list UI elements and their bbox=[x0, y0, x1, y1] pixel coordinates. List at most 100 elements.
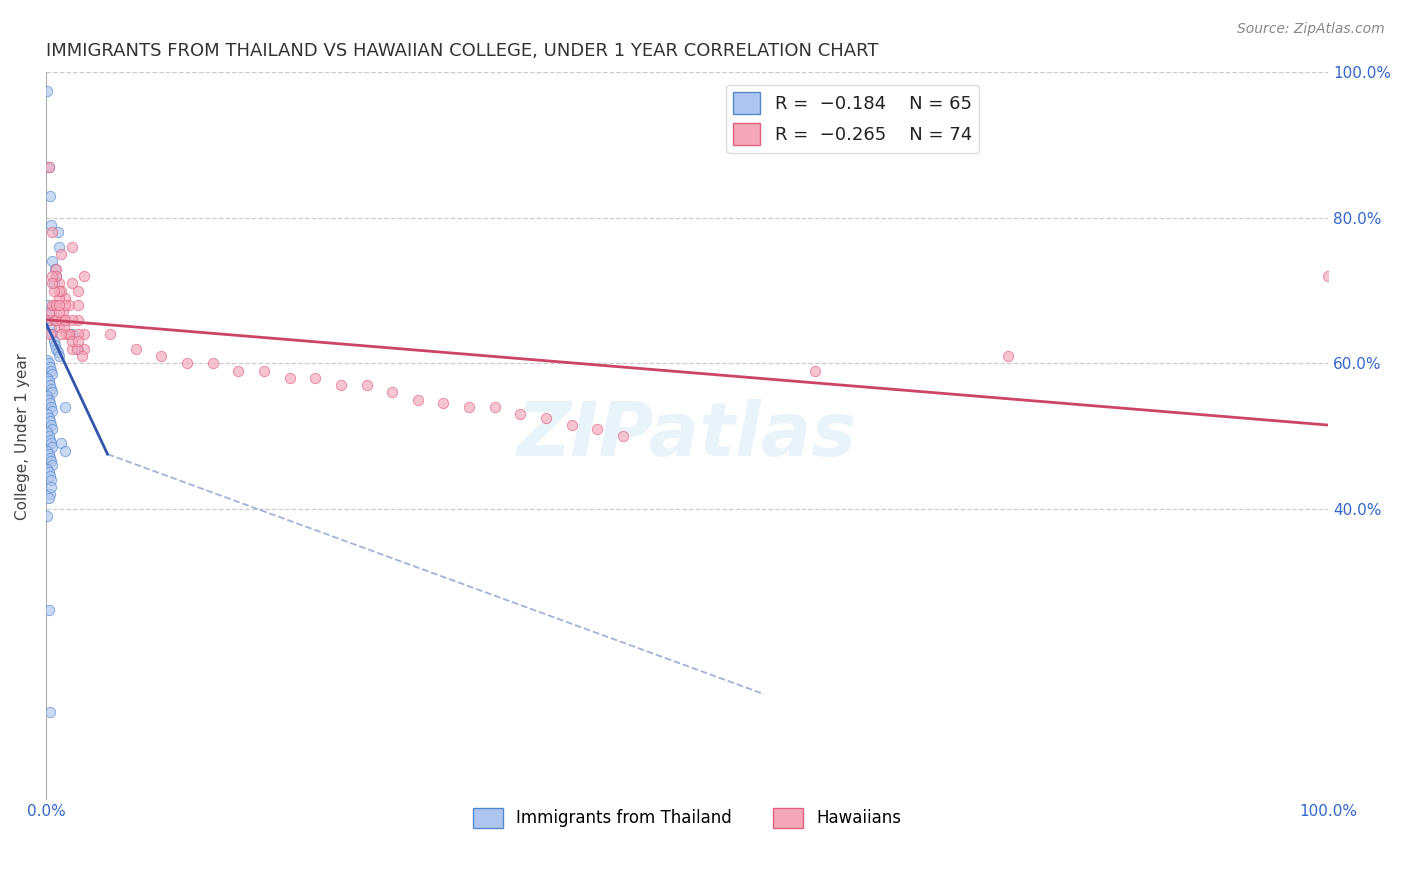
Point bbox=[38, 487, 60, 501]
Point bbox=[51, 436, 73, 450]
Point bbox=[41, 367, 63, 381]
Point bbox=[304, 371, 326, 385]
Point bbox=[509, 407, 531, 421]
Point bbox=[60, 342, 83, 356]
Point bbox=[39, 363, 62, 377]
Point bbox=[41, 385, 63, 400]
Point bbox=[38, 375, 60, 389]
Point bbox=[38, 466, 60, 480]
Point bbox=[60, 240, 83, 254]
Point bbox=[39, 305, 62, 319]
Point bbox=[41, 226, 63, 240]
Point bbox=[38, 429, 60, 443]
Point bbox=[39, 400, 62, 414]
Point bbox=[51, 247, 73, 261]
Point bbox=[39, 473, 62, 487]
Point bbox=[38, 410, 60, 425]
Point bbox=[58, 298, 80, 312]
Point bbox=[38, 312, 60, 326]
Point bbox=[201, 356, 224, 370]
Point bbox=[53, 312, 76, 326]
Point bbox=[37, 508, 59, 523]
Point bbox=[58, 327, 80, 342]
Point bbox=[176, 356, 198, 370]
Point bbox=[66, 284, 89, 298]
Point bbox=[60, 327, 83, 342]
Point bbox=[41, 254, 63, 268]
Point bbox=[39, 382, 62, 396]
Point bbox=[561, 418, 583, 433]
Point bbox=[51, 327, 73, 342]
Point bbox=[329, 378, 352, 392]
Point bbox=[1317, 268, 1340, 283]
Point bbox=[406, 392, 429, 407]
Point bbox=[66, 327, 89, 342]
Point bbox=[51, 312, 73, 326]
Point bbox=[45, 298, 67, 312]
Point bbox=[38, 160, 60, 174]
Point bbox=[41, 277, 63, 291]
Point bbox=[53, 298, 76, 312]
Point bbox=[38, 396, 60, 410]
Point bbox=[38, 356, 60, 370]
Point bbox=[41, 327, 63, 342]
Point bbox=[38, 327, 60, 342]
Point bbox=[38, 706, 60, 720]
Point bbox=[612, 429, 634, 443]
Point bbox=[41, 268, 63, 283]
Text: ZIPatlas: ZIPatlas bbox=[517, 400, 858, 473]
Point bbox=[356, 378, 378, 392]
Point bbox=[66, 334, 89, 349]
Point bbox=[997, 349, 1019, 363]
Point bbox=[39, 454, 62, 468]
Point bbox=[38, 491, 60, 505]
Point bbox=[37, 298, 59, 312]
Point bbox=[66, 312, 89, 326]
Point bbox=[60, 277, 83, 291]
Point bbox=[37, 461, 59, 475]
Point bbox=[586, 422, 609, 436]
Point bbox=[48, 240, 70, 254]
Point bbox=[253, 363, 276, 377]
Point bbox=[37, 425, 59, 440]
Point bbox=[38, 450, 60, 465]
Point bbox=[42, 277, 65, 291]
Point bbox=[48, 319, 70, 334]
Point bbox=[48, 277, 70, 291]
Point bbox=[37, 84, 59, 98]
Point bbox=[44, 261, 66, 276]
Point bbox=[432, 396, 454, 410]
Point bbox=[41, 458, 63, 472]
Point bbox=[804, 363, 827, 377]
Point bbox=[45, 342, 67, 356]
Point bbox=[51, 284, 73, 298]
Point bbox=[38, 189, 60, 203]
Point bbox=[39, 480, 62, 494]
Point bbox=[45, 268, 67, 283]
Point bbox=[44, 338, 66, 352]
Point bbox=[48, 298, 70, 312]
Point bbox=[125, 342, 148, 356]
Point bbox=[39, 218, 62, 232]
Point bbox=[39, 418, 62, 433]
Point bbox=[38, 414, 60, 428]
Point bbox=[46, 226, 69, 240]
Point bbox=[98, 327, 121, 342]
Point bbox=[66, 342, 89, 356]
Point bbox=[42, 284, 65, 298]
Point bbox=[42, 298, 65, 312]
Point bbox=[52, 305, 75, 319]
Point bbox=[53, 291, 76, 305]
Point bbox=[39, 436, 62, 450]
Point bbox=[48, 305, 70, 319]
Point bbox=[55, 327, 77, 342]
Point bbox=[37, 407, 59, 421]
Point bbox=[53, 443, 76, 458]
Point bbox=[37, 371, 59, 385]
Point bbox=[58, 327, 80, 342]
Point bbox=[38, 160, 60, 174]
Point bbox=[73, 268, 96, 283]
Point bbox=[484, 400, 506, 414]
Point bbox=[53, 312, 76, 326]
Point bbox=[534, 410, 557, 425]
